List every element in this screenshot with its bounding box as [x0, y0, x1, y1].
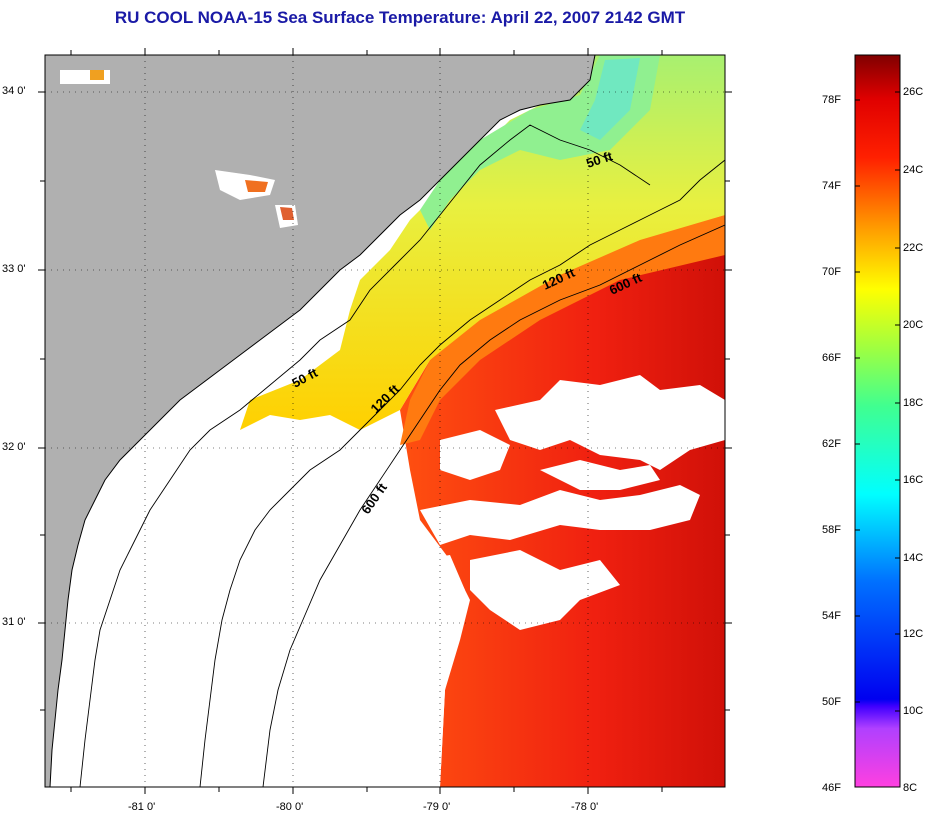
- contour-600ft: [262, 224, 725, 787]
- lat-label-34: 34 0': [2, 85, 26, 97]
- colorbar-f-54: 54F: [822, 610, 841, 622]
- colorbar: [855, 55, 900, 787]
- colorbar-f-50: 50F: [822, 696, 841, 708]
- cloud-patch-5: [540, 460, 660, 490]
- lon-label-78: -78 0': [571, 801, 599, 813]
- colorbar-c-18: 18C: [903, 397, 924, 409]
- colorbar-f-66: 66F: [822, 352, 841, 364]
- colorbar-c-8: 8C: [903, 782, 918, 794]
- colorbar-c-12: 12C: [903, 628, 924, 640]
- cloud-patch-1: [495, 375, 725, 470]
- colorbar-c-20: 20C: [903, 319, 924, 331]
- sst-speck: [280, 207, 294, 220]
- colorbar-c-10: 10C: [903, 705, 924, 717]
- land-mainland: [45, 55, 595, 787]
- cloud-patch-2: [440, 430, 510, 480]
- plot-frame: [44, 54, 726, 788]
- graticule: [45, 55, 725, 787]
- contour-50ft: [79, 124, 651, 787]
- sst-speck: [90, 70, 104, 80]
- colorbar-c-22: 22C: [903, 242, 924, 254]
- colorbar-f-62: 62F: [822, 438, 841, 450]
- colorbar-c-14: 14C: [903, 552, 924, 564]
- colorbar-f-58: 58F: [822, 524, 841, 536]
- lat-label-32: 32 0': [2, 441, 26, 453]
- lat-label-31: 31 0': [2, 616, 26, 628]
- colorbar-f-74: 74F: [822, 180, 841, 192]
- cloud-patch-4: [470, 550, 620, 630]
- colorbar-c-24: 24C: [903, 164, 924, 176]
- colorbar-frame: [854, 54, 901, 788]
- lat-label-33: 33 0': [2, 263, 26, 275]
- map-title: RU COOL NOAA-15 Sea Surface Temperature:…: [114, 8, 686, 27]
- orange-transition-water: [400, 215, 725, 445]
- colorbar-f-70: 70F: [822, 266, 841, 278]
- colorbar-f-46: 46F: [822, 782, 841, 794]
- lon-label-79: -79 0': [423, 801, 451, 813]
- axis-ticks: [38, 48, 732, 794]
- cloud-speck: [215, 170, 275, 200]
- colorbar-c-26: 26C: [903, 86, 924, 98]
- lon-label-80: -80 0': [276, 801, 304, 813]
- cloud-patch-3: [420, 485, 700, 545]
- sst-speck: [245, 180, 268, 192]
- cloud-patch-6: [410, 555, 465, 787]
- coastline: [49, 55, 596, 787]
- lon-label-81: -81 0': [128, 801, 156, 813]
- contour-120ft: [199, 159, 725, 787]
- colorbar-f-78: 78F: [822, 94, 841, 106]
- colorbar-c-16: 16C: [903, 474, 924, 486]
- colorbar-ticks: [855, 91, 900, 712]
- cyan-nearshore-water: [580, 58, 640, 140]
